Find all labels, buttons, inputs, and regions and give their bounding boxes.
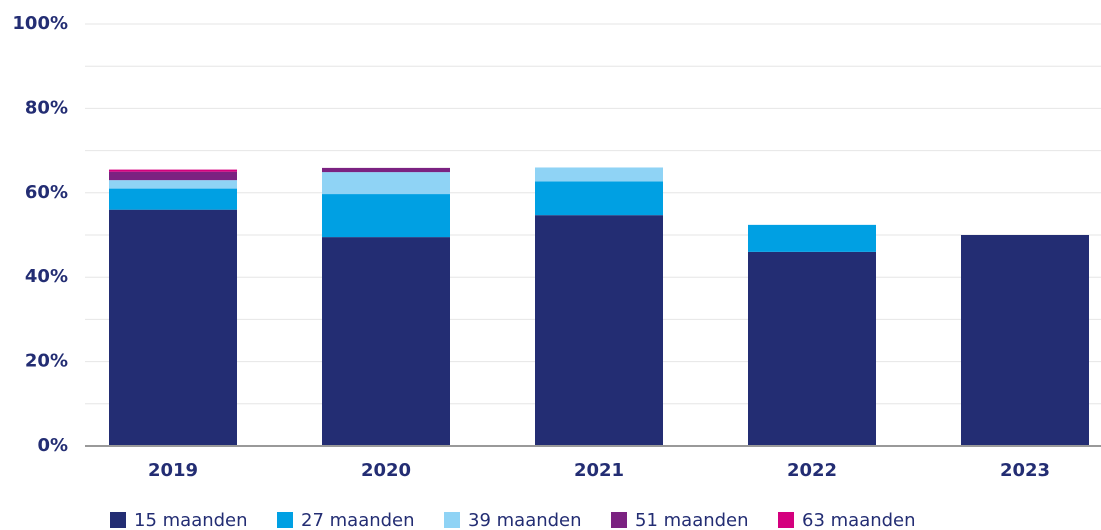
legend-label: 15 maanden (134, 510, 248, 530)
bar-segment (109, 180, 237, 189)
bar-segment (748, 251, 876, 446)
bar-segment (535, 167, 663, 182)
bar-segment (109, 169, 237, 172)
bar-segment (322, 167, 450, 173)
x-tick-label: 2019 (148, 460, 198, 481)
y-tick-label: 100% (12, 13, 68, 34)
legend-label: 39 maanden (468, 510, 582, 530)
y-tick-label: 60% (25, 182, 68, 203)
y-tick-label: 20% (25, 351, 68, 372)
y-tick-label: 40% (25, 266, 68, 287)
y-tick-label: 80% (25, 97, 68, 118)
bar-segment (322, 237, 450, 446)
bar-segment (109, 188, 237, 210)
x-tick-label: 2023 (1000, 460, 1050, 481)
legend-swatch (444, 512, 460, 528)
x-tick-label: 2021 (574, 460, 624, 481)
x-tick-label: 2022 (787, 460, 837, 481)
bar-segment (109, 209, 237, 446)
legend-swatch (778, 512, 794, 528)
bar-segment (322, 172, 450, 195)
legend-swatch (277, 512, 293, 528)
bar-segment (322, 194, 450, 238)
legend-label: 51 maanden (635, 510, 749, 530)
x-tick-label: 2020 (361, 460, 411, 481)
y-tick-label: 0% (37, 435, 68, 456)
legend-swatch (611, 512, 627, 528)
bar-segment (748, 224, 876, 252)
bar-segment (535, 215, 663, 446)
legend-label: 63 maanden (802, 510, 916, 530)
legend-swatch (110, 512, 126, 528)
bar-segment (109, 171, 237, 181)
legend-label: 27 maanden (301, 510, 415, 530)
bar-segment (535, 181, 663, 216)
bar-segment (961, 235, 1089, 446)
